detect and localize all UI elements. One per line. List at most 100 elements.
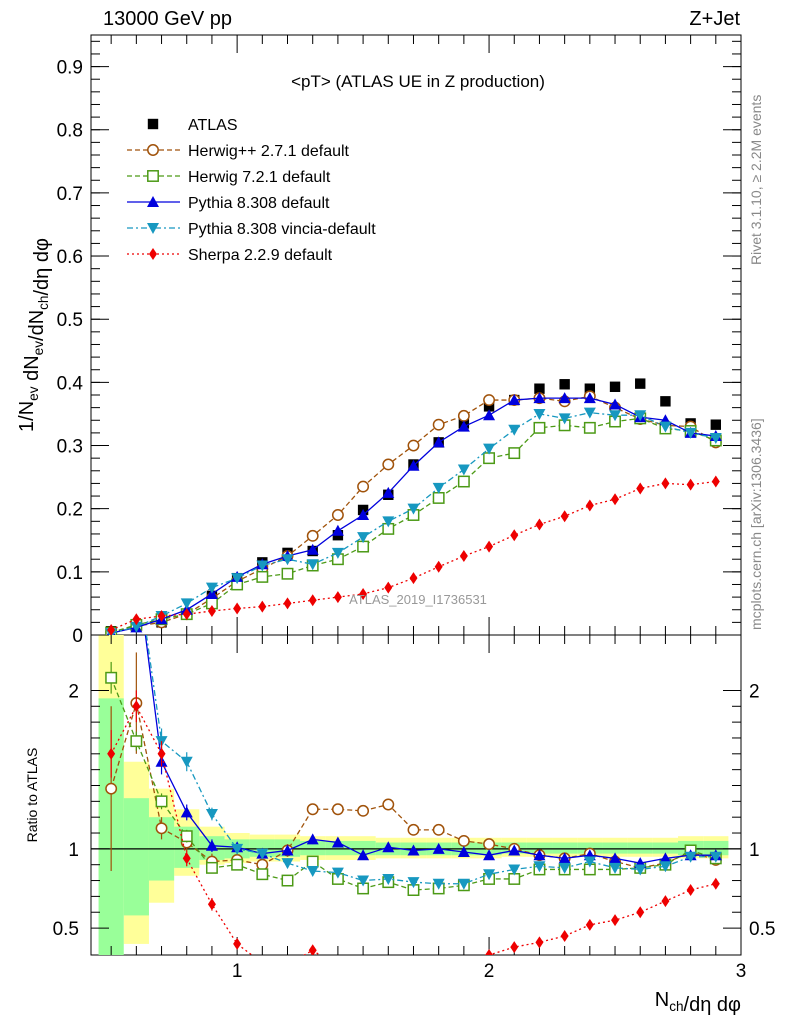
main-point-herwigpp — [432, 418, 445, 431]
mcplots-label: mcplots.cern.ch [arXiv:1306.3436] — [748, 418, 764, 630]
main-point-vincia — [634, 410, 647, 422]
main-point-herwig7 — [256, 570, 269, 583]
ratio-y-axis-label: Ratio to ATLAS — [24, 748, 40, 843]
main-y-tick-label: 0.2 — [57, 500, 83, 521]
ratio-point-sherpa — [157, 747, 166, 760]
ratio-point-sherpa — [585, 918, 594, 931]
rivet-version-label: Rivet 3.1.10, ≥ 2.2M events — [748, 95, 764, 265]
main-point-vincia — [684, 427, 697, 439]
ratio-point-vincia — [634, 864, 647, 876]
main-point-vincia — [357, 532, 370, 544]
ratio-point-sherpa — [535, 936, 544, 949]
ratio-point-herwig7 — [256, 868, 269, 881]
ratio-point-pythia — [659, 852, 672, 864]
x-axis-label: Nch/dη dφ — [655, 989, 741, 1016]
main-point-vincia — [256, 560, 269, 572]
main-point-sherpa — [207, 605, 216, 617]
ratio-point-pythia — [533, 849, 546, 861]
main-point-sherpa — [308, 594, 317, 607]
main-point-vincia — [382, 516, 395, 528]
main-point-pythia — [609, 398, 622, 410]
ratio-point-herwig7 — [281, 874, 294, 887]
ratio-point-herwigpp — [432, 823, 445, 836]
main-point-sherpa — [333, 591, 342, 604]
main-point-herwigpp — [382, 458, 395, 471]
ratio-point-pythia — [205, 839, 218, 851]
ratio-point-herwig7 — [105, 671, 118, 684]
main-point-vincia — [709, 432, 722, 444]
ratio-point-herwig7 — [155, 795, 168, 808]
ratio-point-sherpa — [182, 852, 191, 865]
main-point-herwigpp — [457, 409, 470, 422]
ratio-point-sherpa — [611, 914, 620, 927]
main-point-sherpa — [585, 499, 594, 512]
main-y-tick-label: 0.4 — [57, 373, 84, 394]
main-point-vincia — [558, 413, 571, 425]
main-point-pythia — [583, 392, 596, 404]
ratio-series-layer — [105, 635, 722, 955]
legend-label-vincia: Pythia 8.308 vincia-default — [188, 221, 376, 238]
ratio-point-herwig7 — [180, 830, 193, 843]
ratio-point-vincia — [281, 858, 294, 870]
main-point-sherpa — [611, 493, 620, 506]
main-point-sherpa — [711, 475, 720, 488]
ratio-point-sherpa — [560, 929, 569, 942]
ratio-y-tick-label: 0.5 — [53, 919, 79, 940]
band-green-bin — [123, 798, 149, 916]
main-point-atlas — [534, 383, 545, 394]
legend-label-atlas: ATLAS — [188, 117, 238, 134]
ratio-point-sherpa — [661, 895, 670, 908]
x-tick-label: 2 — [484, 961, 495, 982]
ratio-point-pythia — [432, 842, 445, 854]
band-green-bin — [703, 840, 729, 856]
main-point-sherpa — [359, 587, 368, 600]
main-point-pythia — [382, 486, 395, 498]
main-point-vincia — [130, 621, 143, 633]
band-green-bin — [602, 842, 628, 854]
ratio-point-vincia — [205, 809, 218, 821]
ratio-point-vincia — [231, 843, 244, 855]
band-green-bin — [526, 842, 553, 854]
ratio-point-vincia — [483, 869, 496, 881]
main-point-atlas — [584, 383, 596, 394]
legend-marker-herwigpp — [147, 144, 159, 156]
ratio-y-tick-label: 1 — [68, 840, 79, 861]
main-point-pythia — [432, 436, 445, 448]
main-point-vincia — [231, 573, 244, 585]
main-point-pythia — [508, 394, 521, 406]
main-point-vincia — [508, 424, 521, 436]
ratio-point-sherpa — [107, 747, 116, 760]
ratio-point-pythia — [407, 844, 420, 856]
main-point-vincia — [432, 482, 445, 494]
main-point-herwig7 — [583, 421, 596, 434]
main-point-sherpa — [434, 560, 443, 573]
ratio-point-sherpa — [308, 944, 317, 955]
main-point-vincia — [331, 547, 344, 559]
main-point-atlas — [483, 401, 495, 412]
ratio-point-herwigpp — [105, 782, 118, 795]
main-point-atlas — [635, 378, 646, 389]
main-point-vincia — [306, 559, 319, 571]
ratio-point-sherpa — [207, 898, 216, 911]
main-point-pythia — [331, 524, 344, 536]
main-point-sherpa — [560, 510, 569, 523]
main-point-pythia — [457, 420, 470, 432]
ratio-point-vincia — [331, 867, 344, 879]
header-right-label: Z+Jet — [689, 8, 740, 30]
main-point-sherpa — [107, 623, 116, 635]
main-point-herwigpp — [331, 509, 344, 521]
main-point-sherpa — [661, 477, 670, 490]
ratio-point-sherpa — [510, 941, 519, 954]
ratio-point-vincia — [659, 861, 672, 873]
ratio-point-sherpa — [233, 937, 242, 950]
ratio-point-herwig7 — [130, 735, 143, 748]
x-tick-label: 3 — [736, 961, 747, 982]
ratio-point-vincia — [508, 864, 521, 876]
header-left-label: 13000 GeV pp — [103, 8, 232, 30]
ratio-point-vincia — [432, 878, 445, 890]
ratio-point-vincia — [457, 878, 470, 890]
ratio-point-herwig7 — [205, 861, 218, 874]
main-y-tick-label: 0 — [72, 626, 83, 647]
ratio-y-tick-label-right: 0.5 — [749, 919, 775, 940]
